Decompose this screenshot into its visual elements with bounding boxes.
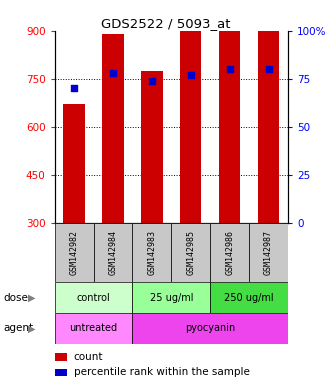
Text: dose: dose bbox=[3, 293, 28, 303]
Text: 25 ug/ml: 25 ug/ml bbox=[150, 293, 193, 303]
Point bbox=[227, 66, 232, 72]
Text: GSM142987: GSM142987 bbox=[264, 230, 273, 275]
Bar bbox=[141, 71, 163, 223]
Bar bbox=[132, 282, 210, 313]
Text: ▶: ▶ bbox=[28, 293, 35, 303]
Bar bbox=[132, 223, 171, 282]
Point bbox=[188, 72, 193, 78]
Text: control: control bbox=[77, 293, 110, 303]
Point bbox=[149, 78, 155, 84]
Text: agent: agent bbox=[3, 323, 33, 333]
Bar bbox=[102, 34, 124, 223]
Text: untreated: untreated bbox=[70, 323, 118, 333]
Point bbox=[71, 85, 77, 91]
Bar bbox=[132, 313, 288, 344]
Bar bbox=[219, 0, 240, 223]
Bar bbox=[180, 21, 202, 223]
Text: pyocyanin: pyocyanin bbox=[185, 323, 235, 333]
Bar bbox=[55, 313, 132, 344]
Bar bbox=[93, 223, 132, 282]
Text: ▶: ▶ bbox=[28, 323, 35, 333]
Text: GSM142983: GSM142983 bbox=[147, 230, 156, 275]
Point bbox=[266, 66, 271, 72]
Text: count: count bbox=[74, 352, 103, 362]
Text: GSM142986: GSM142986 bbox=[225, 230, 234, 275]
Bar bbox=[63, 104, 85, 223]
Text: GSM142985: GSM142985 bbox=[186, 230, 195, 275]
Bar bbox=[249, 223, 288, 282]
Bar bbox=[210, 223, 249, 282]
Bar bbox=[210, 282, 288, 313]
Bar bbox=[55, 223, 93, 282]
Text: GSM142982: GSM142982 bbox=[70, 230, 78, 275]
Text: GSM142984: GSM142984 bbox=[109, 230, 118, 275]
Bar bbox=[258, 0, 279, 223]
Text: percentile rank within the sample: percentile rank within the sample bbox=[74, 367, 250, 377]
Text: 250 ug/ml: 250 ug/ml bbox=[224, 293, 274, 303]
Bar bbox=[171, 223, 210, 282]
Point bbox=[110, 70, 116, 76]
Text: GDS2522 / 5093_at: GDS2522 / 5093_at bbox=[101, 17, 230, 30]
Bar bbox=[55, 282, 132, 313]
